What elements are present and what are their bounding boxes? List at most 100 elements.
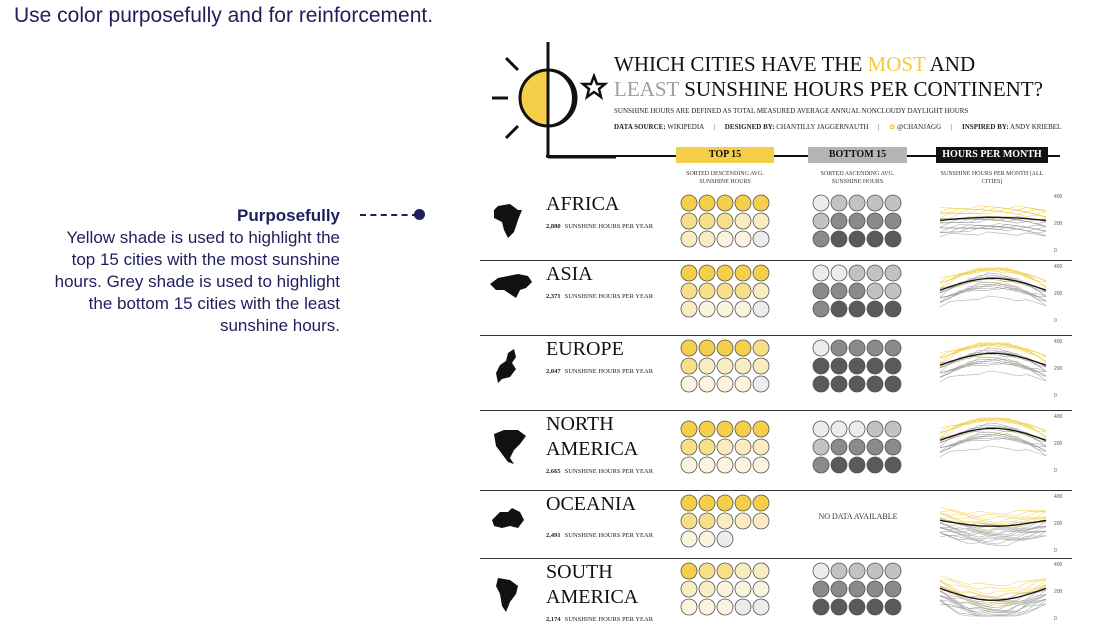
continent-name: EUROPE — [546, 337, 624, 362]
bottom-city-circle — [830, 282, 848, 300]
average-line — [939, 277, 1047, 291]
continent-name-line: NORTH — [546, 413, 614, 435]
monthly-hours-chart: 400 200 0 — [939, 414, 1063, 474]
top-city-line — [939, 268, 1047, 284]
top-city-line — [939, 209, 1047, 219]
hours-suffix: SUNSHINE HOURS PER YEAR — [564, 616, 654, 623]
title-part: SUNSHINE HOURS PER CONTINENT? — [678, 77, 1043, 101]
annotation-line-3: hours. Grey shade is used to highlight — [54, 272, 340, 291]
bottom-city-circle — [830, 339, 848, 357]
bottom-city-circle — [848, 456, 866, 474]
bottom-city-circle — [866, 420, 884, 438]
other-city-line — [939, 603, 1047, 613]
bottom-city-circle — [848, 562, 866, 580]
other-city-line — [939, 295, 1047, 308]
top15-circles — [680, 264, 770, 318]
monthly-hours-chart: 400 200 0 — [939, 194, 1063, 254]
top-city-circle — [752, 339, 770, 357]
average-line — [939, 352, 1047, 366]
top15-circles — [680, 494, 770, 548]
bottom-city-circle — [866, 598, 884, 616]
axis-tick-label: 0 — [1054, 548, 1057, 554]
bottom-city-circle — [866, 300, 884, 318]
hours-per-month-header: HOURS PER MONTH — [936, 147, 1048, 163]
separator: | — [950, 123, 953, 131]
row-divider — [480, 558, 1072, 559]
axis-tick-label: 0 — [1054, 318, 1057, 324]
bottom-city-circle — [884, 357, 902, 375]
top-city-circle — [680, 300, 698, 318]
other-city-line — [939, 521, 1047, 534]
bottom-city-circle — [830, 438, 848, 456]
bottom-city-circle — [848, 357, 866, 375]
continent-row: NORTH AMERICA 2,665 SUNSHINE HOURS PER YEAR… — [480, 410, 1072, 490]
annotation-line-1: Yellow shade is used to highlight the — [66, 228, 340, 247]
top-city-circle — [752, 375, 770, 393]
other-city-line — [939, 370, 1047, 383]
designer-label: DESIGNED BY: — [724, 123, 775, 131]
top-city-circle — [698, 194, 716, 212]
other-city-line — [939, 586, 1047, 600]
bottom-city-circle — [848, 300, 866, 318]
other-city-line — [939, 431, 1047, 456]
top-city-circle — [680, 562, 698, 580]
top-city-circle — [698, 512, 716, 530]
separator: | — [878, 123, 880, 131]
bottom-city-circle — [866, 212, 884, 230]
title-part: AND — [925, 52, 976, 76]
bottom-city-circle — [866, 264, 884, 282]
other-city-line — [939, 532, 1047, 546]
top-city-circle — [698, 339, 716, 357]
source-label: DATA SOURCE: — [614, 123, 666, 131]
hours-suffix: SUNSHINE HOURS PER YEAR — [564, 223, 654, 230]
inspired-label: INSPIRED BY: — [962, 123, 1009, 131]
infographic-subtitle: SUNSHINE HOURS ARE DEFINED AS TOTAL MEAS… — [614, 107, 969, 115]
top-city-circle — [716, 264, 734, 282]
bottom-city-circle — [848, 375, 866, 393]
axis-tick-label: 200 — [1054, 441, 1063, 447]
continent-map-icon — [494, 204, 522, 238]
top-city-line — [939, 579, 1047, 595]
top-city-circle — [734, 357, 752, 375]
other-city-line — [939, 350, 1047, 369]
continent-hours: 2,491 SUNSHINE HOURS PER YEAR — [546, 532, 653, 539]
axis-tick-label: 0 — [1054, 468, 1057, 474]
other-city-line — [939, 521, 1047, 532]
bottom15-circles — [812, 562, 902, 616]
continent-name: ASIA — [546, 262, 593, 287]
top-city-line — [939, 418, 1047, 434]
bottom-city-circle — [866, 375, 884, 393]
top-city-circle — [680, 212, 698, 230]
row-divider — [480, 490, 1072, 491]
top-city-circle — [734, 282, 752, 300]
top-city-circle — [752, 230, 770, 248]
bottom-city-circle — [830, 456, 848, 474]
other-city-line — [939, 598, 1047, 614]
top-city-circle — [716, 212, 734, 230]
top-city-circle — [716, 598, 734, 616]
top-city-circle — [716, 339, 734, 357]
row-divider — [480, 335, 1072, 336]
bottom-city-circle — [884, 562, 902, 580]
top-city-circle — [716, 580, 734, 598]
other-city-line — [939, 599, 1047, 617]
other-city-line — [939, 595, 1047, 611]
top-city-circle — [734, 375, 752, 393]
continent-hours: 2,371 SUNSHINE HOURS PER YEAR — [546, 293, 653, 300]
other-city-line — [939, 223, 1047, 229]
bottom-city-circle — [812, 456, 830, 474]
top-city-circle — [698, 562, 716, 580]
top-city-line — [939, 269, 1047, 281]
hours-value: 2,665 — [546, 468, 561, 475]
annotation: Purposefully Yellow shade is used to hig… — [10, 205, 340, 337]
bottom-city-circle — [812, 264, 830, 282]
other-city-line — [939, 589, 1047, 607]
top15-circles — [680, 339, 770, 393]
title-least: LEAST — [614, 77, 679, 101]
monthly-hours-chart: 400 200 0 — [939, 494, 1063, 554]
top-city-circle — [698, 530, 716, 548]
top-city-circle — [716, 456, 734, 474]
other-city-line — [939, 527, 1047, 537]
bottom-city-circle — [812, 339, 830, 357]
other-city-line — [939, 227, 1047, 236]
